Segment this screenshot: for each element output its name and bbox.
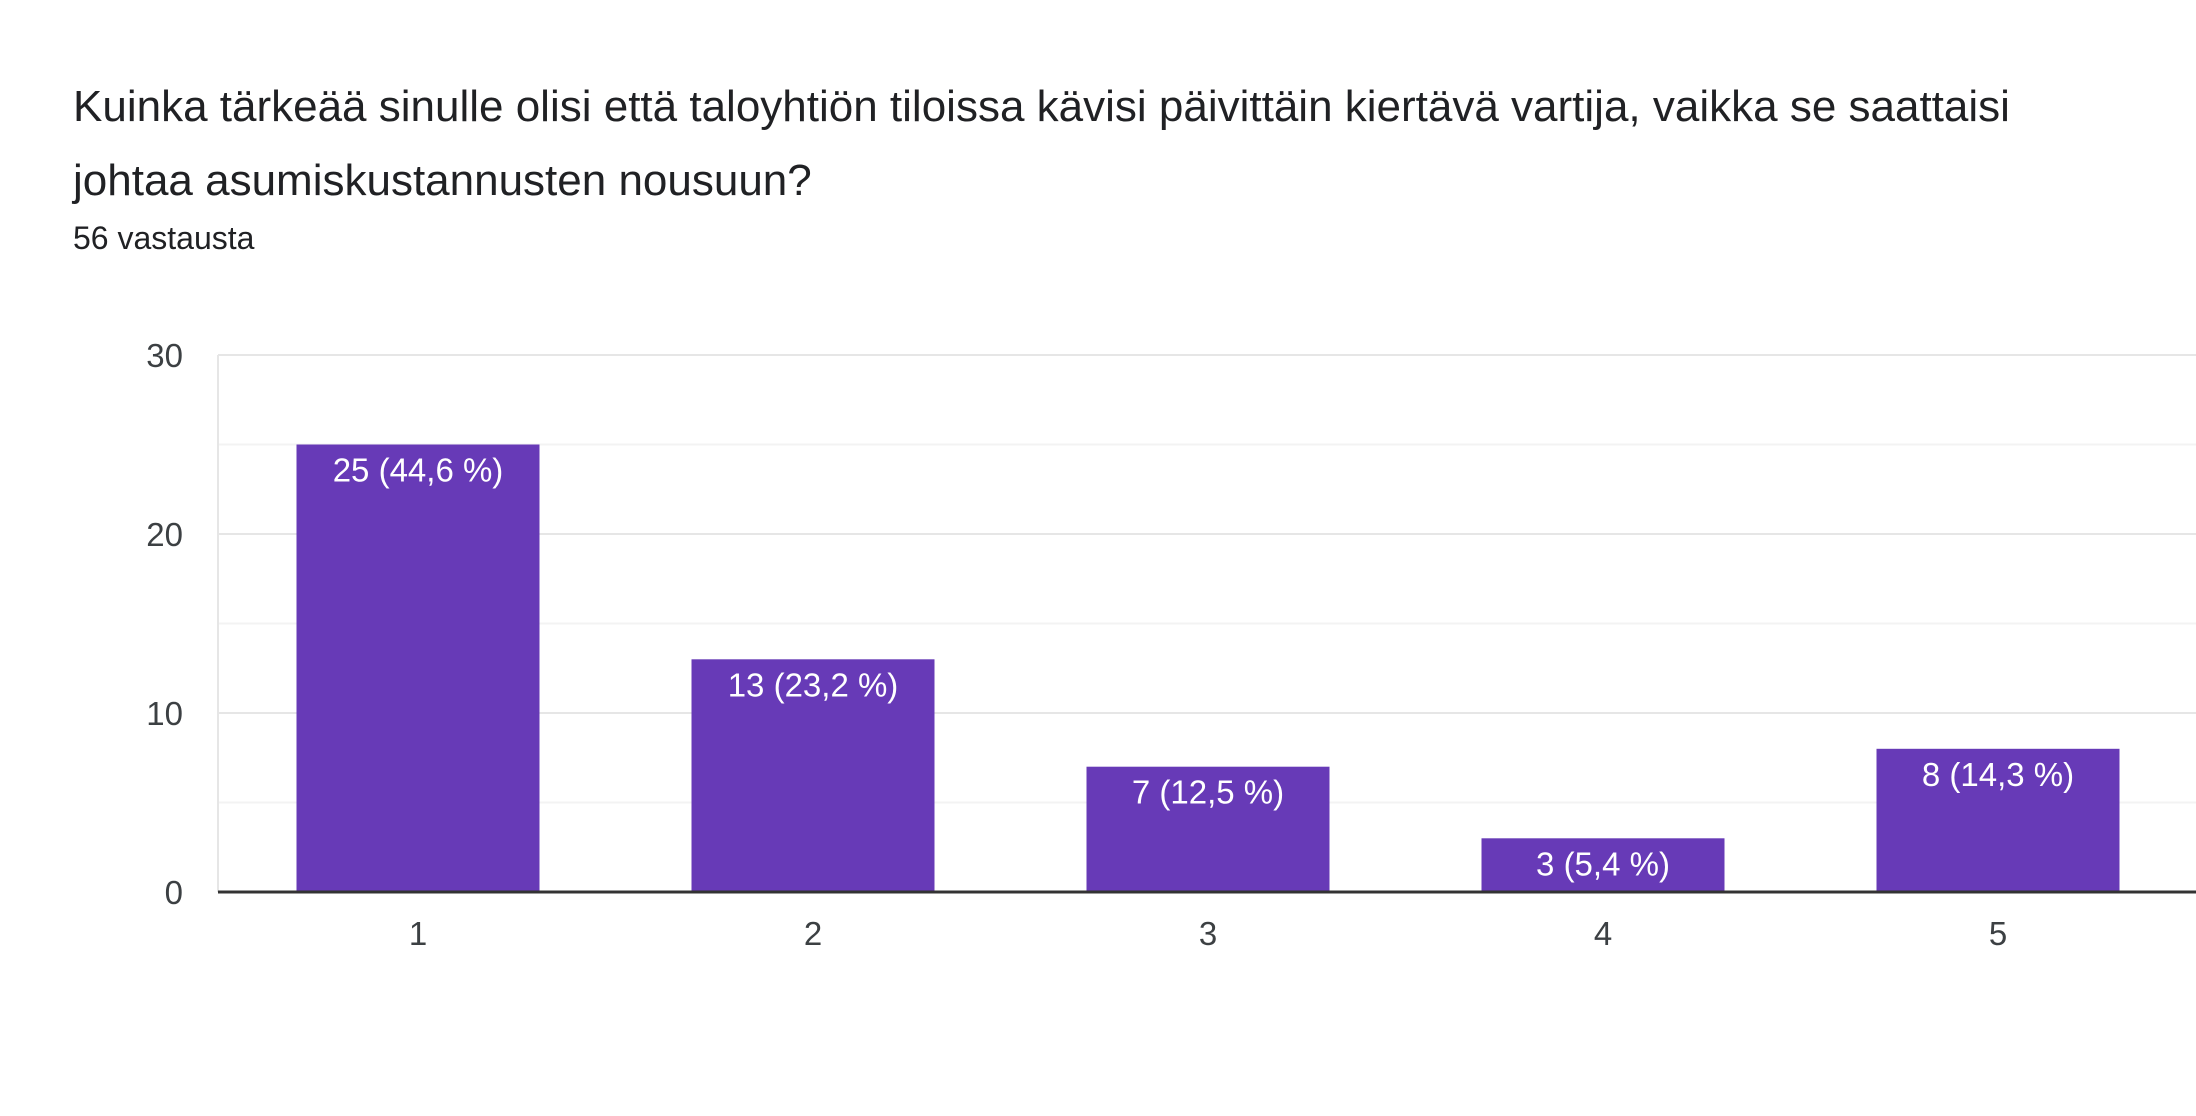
x-tick-label: 4 — [1594, 915, 1612, 952]
y-tick-label: 0 — [165, 874, 183, 911]
chart-axes: 0 10 20 30 1 2 3 4 5 — [146, 337, 2196, 952]
bar-1[interactable] — [296, 444, 540, 893]
question-title: Kuinka tärkeää sinulle olisi että taloyh… — [73, 82, 2010, 205]
x-tick-label: 5 — [1989, 915, 2007, 952]
chart-gridlines — [217, 354, 2196, 892]
x-tick-label: 3 — [1199, 915, 1217, 952]
bar-data-label: 7 (12,5 %) — [1132, 774, 1284, 811]
x-tick-label: 1 — [409, 915, 427, 952]
bar-data-label: 3 (5,4 %) — [1536, 845, 1670, 882]
bar-2[interactable] — [691, 659, 935, 892]
bar-4[interactable] — [1481, 838, 1725, 892]
chart-bars: 25 (44,6 %) 13 (23,2 %) 7 (12,5 %) 3 (5,4 %… — [296, 444, 2120, 893]
bar-data-label: 13 (23,2 %) — [728, 666, 899, 703]
bar-3[interactable] — [1086, 766, 1330, 892]
response-count: 56 vastausta — [73, 220, 255, 256]
y-tick-label: 30 — [146, 337, 183, 374]
y-tick-label: 20 — [146, 516, 183, 553]
y-tick-label: 10 — [146, 695, 183, 732]
x-tick-label: 2 — [804, 915, 822, 952]
bar-5[interactable] — [1876, 748, 2120, 892]
bar-data-label: 25 (44,6 %) — [333, 452, 504, 489]
bar-data-label: 8 (14,3 %) — [1922, 756, 2074, 793]
